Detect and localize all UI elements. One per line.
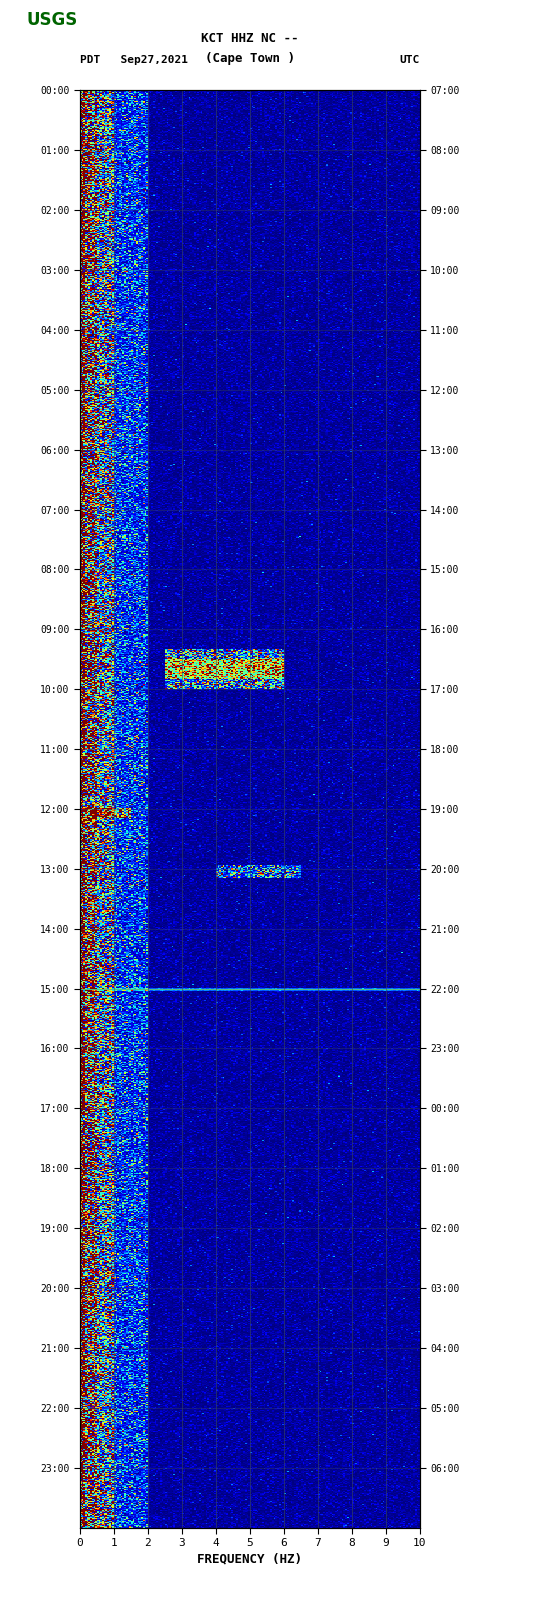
Text: UTC: UTC	[399, 55, 420, 65]
Text: KCT HHZ NC --: KCT HHZ NC --	[201, 32, 299, 45]
X-axis label: FREQUENCY (HZ): FREQUENCY (HZ)	[197, 1552, 302, 1565]
Text: PDT   Sep27,2021: PDT Sep27,2021	[80, 55, 188, 65]
Text: (Cape Town ): (Cape Town )	[205, 52, 295, 65]
Text: USGS: USGS	[26, 11, 78, 29]
